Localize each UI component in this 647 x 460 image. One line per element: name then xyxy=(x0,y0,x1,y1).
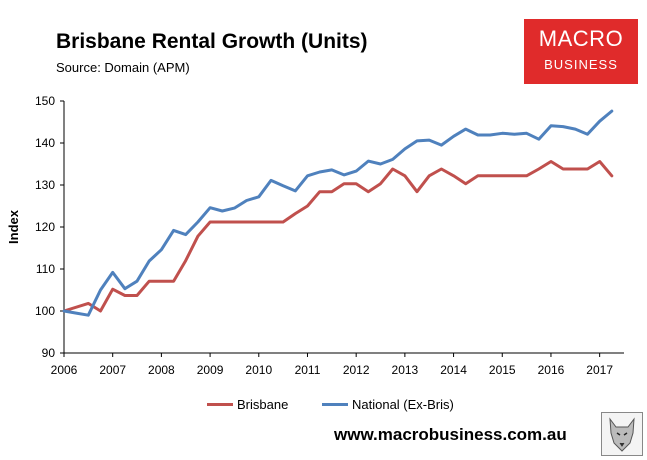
y-tick-label: 140 xyxy=(35,136,55,150)
x-tick-label: 2009 xyxy=(197,363,224,377)
y-tick-label: 150 xyxy=(35,94,55,108)
x-tick-label: 2017 xyxy=(586,363,613,377)
series-line-national-ex-bris xyxy=(62,109,614,317)
wolf-logo-icon xyxy=(601,412,643,456)
x-tick-label: 2007 xyxy=(99,363,126,377)
legend-item-national: National (Ex-Bris) xyxy=(322,397,454,412)
x-tick-label: 2008 xyxy=(148,363,175,377)
x-tick-label: 2010 xyxy=(245,363,272,377)
y-tick-label: 90 xyxy=(42,346,56,360)
legend-swatch-brisbane xyxy=(207,403,233,407)
chart-source: Source: Domain (APM) xyxy=(56,60,190,75)
x-tick-label: 2012 xyxy=(343,363,370,377)
y-tick-label: 110 xyxy=(36,262,55,276)
x-tick-label: 2014 xyxy=(440,363,467,377)
legend-label-brisbane: Brisbane xyxy=(237,397,289,412)
y-tick-label: 120 xyxy=(35,220,55,234)
chart-title: Brisbane Rental Growth (Units) xyxy=(56,30,368,53)
y-tick-label: 100 xyxy=(35,304,55,318)
x-tick-label: 2011 xyxy=(295,363,321,377)
x-tick-label: 2013 xyxy=(392,363,419,377)
y-axis-label: Index xyxy=(6,209,21,244)
legend-swatch-national xyxy=(322,403,348,407)
website-url: www.macrobusiness.com.au xyxy=(334,425,567,444)
y-tick-label: 130 xyxy=(35,178,55,192)
logo-line-2: BUSINESS xyxy=(544,57,618,72)
x-tick-label: 2006 xyxy=(51,363,78,377)
legend-item-brisbane: Brisbane xyxy=(207,397,288,412)
legend-label-national: National (Ex-Bris) xyxy=(352,397,454,412)
x-tick-label: 2016 xyxy=(538,363,565,377)
macrobusiness-logo: MACRO BUSINESS xyxy=(524,19,638,84)
logo-line-1: MACRO xyxy=(538,26,624,51)
series-line-brisbane xyxy=(62,160,614,313)
x-tick-label: 2015 xyxy=(489,363,516,377)
